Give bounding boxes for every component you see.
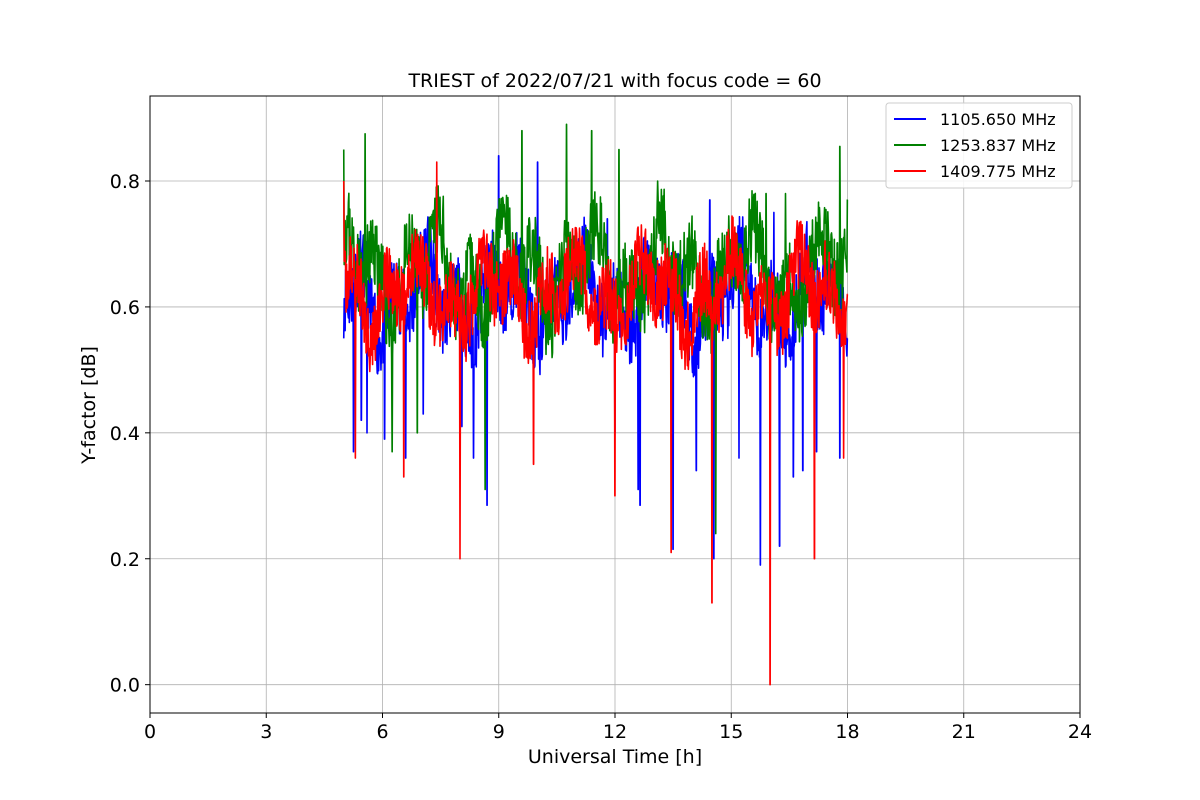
x-tick-label: 0	[144, 721, 156, 743]
series-line-1	[342, 155, 849, 566]
plot-area	[342, 123, 849, 686]
legend-label: 1253.837 MHz	[940, 136, 1056, 155]
x-tick-label: 21	[952, 721, 976, 743]
y-axis-label: Y-factor [dB]	[78, 346, 100, 465]
x-tick-label: 3	[260, 721, 272, 743]
legend-box	[885, 102, 1073, 189]
x-tick-label: 18	[835, 721, 859, 743]
x-tick-label: 12	[603, 721, 627, 743]
x-tick-label: 9	[493, 721, 505, 743]
y-tick-label: 0.8	[110, 171, 140, 193]
x-axis-label: Universal Time [h]	[528, 746, 702, 768]
y-axis-ticks: 0.0 0.2 0.4 0.6 0.8	[110, 171, 150, 697]
series-line-3	[342, 161, 849, 686]
y-tick-label: 0.0	[110, 675, 140, 697]
legend-label: 1409.775 MHz	[940, 162, 1056, 181]
y-tick-label: 0.4	[110, 423, 140, 445]
series-line-2	[342, 123, 849, 535]
y-tick-label: 0.6	[110, 297, 140, 319]
x-tick-label: 15	[719, 721, 743, 743]
chart-title: TRIEST of 2022/07/21 with focus code = 6…	[407, 70, 821, 92]
legend: 1105.650 MHz 1253.837 MHz 1409.775 MHz	[885, 102, 1073, 189]
x-tick-label: 6	[376, 721, 388, 743]
x-axis-ticks: 0 3 6 9 12 15 18 21 24	[144, 713, 1092, 743]
legend-label: 1105.650 MHz	[940, 110, 1056, 129]
x-tick-label: 24	[1068, 721, 1092, 743]
y-tick-label: 0.2	[110, 549, 140, 571]
